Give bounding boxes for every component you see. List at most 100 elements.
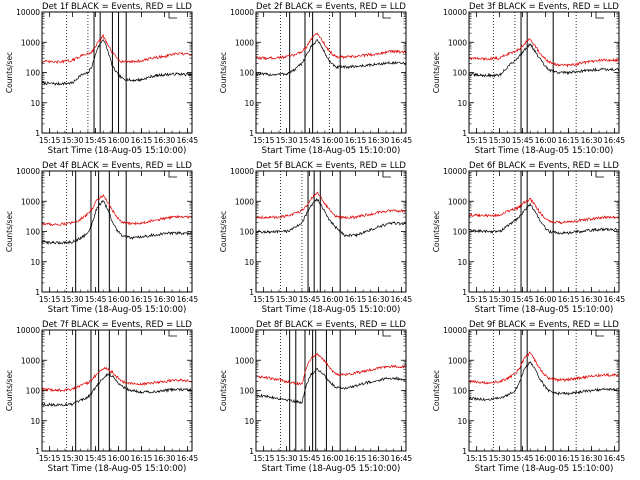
y-tick-label: 10 xyxy=(457,99,467,108)
x-axis-label: Start Time (18-Aug-05 15:10:00) xyxy=(48,464,187,474)
y-tick-label: 10000 xyxy=(443,167,467,176)
y-tick-label: 1000 xyxy=(21,356,40,365)
events-series-line xyxy=(41,200,193,245)
lld-series-line xyxy=(41,33,193,64)
events-series-line xyxy=(255,367,407,405)
x-axis-label: Start Time (18-Aug-05 15:10:00) xyxy=(48,146,187,156)
y-tick-label: 1 xyxy=(35,129,40,138)
y-tick-label: 10 xyxy=(457,417,467,426)
x-axis-label: Start Time (18-Aug-05 15:10:00) xyxy=(475,464,614,474)
x-tick-label: 15:30 xyxy=(489,295,511,304)
plot-frame xyxy=(41,170,193,293)
x-tick-label: 15:15 xyxy=(253,136,275,145)
y-tick-label: 100 xyxy=(240,69,255,78)
x-tick-label: 16:30 xyxy=(368,454,390,463)
x-tick-label: 16:15 xyxy=(558,136,580,145)
events-series-line xyxy=(468,203,620,235)
corner-mark xyxy=(382,330,391,337)
x-tick-label: 15:45 xyxy=(299,295,321,304)
events-series-line xyxy=(255,38,407,77)
x-tick-label: 15:30 xyxy=(62,454,84,463)
y-tick-label: 100 xyxy=(26,228,41,237)
y-tick-label: 10 xyxy=(244,258,254,267)
lld-series-line xyxy=(255,352,407,386)
x-tick-label: 15:15 xyxy=(39,454,61,463)
y-tick-label: 10000 xyxy=(16,167,40,176)
y-tick-label: 1000 xyxy=(235,197,254,206)
x-tick-label: 16:45 xyxy=(391,295,413,304)
plot-frame xyxy=(41,11,193,134)
x-tick-label: 16:45 xyxy=(604,295,626,304)
corner-mark xyxy=(168,12,177,19)
y-tick-label: 1000 xyxy=(448,38,467,47)
y-tick-label: 100 xyxy=(240,228,255,237)
x-tick-label: 16:00 xyxy=(535,295,557,304)
corner-mark xyxy=(382,171,391,178)
y-tick-label: 10000 xyxy=(16,8,40,17)
detector-panel-2: Det 2f BLACK = Events, RED = LLD 1 10 100 10… xyxy=(219,2,412,156)
detector-panel-4: Det 4f BLACK = Events, RED = LLD 1 10 100 10… xyxy=(5,161,198,315)
x-tick-label: 15:45 xyxy=(512,136,534,145)
x-tick-label: 16:45 xyxy=(177,295,199,304)
y-tick-label: 1000 xyxy=(448,197,467,206)
y-tick-label: 1 xyxy=(249,447,254,456)
y-axis-label: Counts/sec xyxy=(219,211,228,252)
lld-series-line xyxy=(41,366,193,393)
corner-mark xyxy=(168,330,177,337)
lld-series-line xyxy=(468,198,620,225)
lld-series-line xyxy=(468,351,620,385)
x-tick-label: 15:30 xyxy=(489,136,511,145)
x-tick-label: 15:30 xyxy=(62,136,84,145)
x-tick-label: 15:30 xyxy=(489,454,511,463)
y-tick-label: 1000 xyxy=(235,356,254,365)
panel-title: Det 8f BLACK = Events, RED = LLD xyxy=(256,320,406,330)
x-tick-label: 16:45 xyxy=(391,136,413,145)
panel-title: Det 3f BLACK = Events, RED = LLD xyxy=(469,2,619,12)
y-tick-label: 1 xyxy=(35,447,40,456)
y-tick-label: 10 xyxy=(30,258,40,267)
events-series-line xyxy=(255,197,407,238)
y-tick-label: 1 xyxy=(462,447,467,456)
panel-title: Det 4f BLACK = Events, RED = LLD xyxy=(42,161,192,171)
x-tick-label: 15:45 xyxy=(299,136,321,145)
detector-panel-8: Det 8f BLACK = Events, RED = LLD 1 10 100 10… xyxy=(219,320,412,474)
x-tick-label: 15:45 xyxy=(85,136,107,145)
y-tick-label: 10 xyxy=(30,417,40,426)
x-tick-label: 15:45 xyxy=(85,295,107,304)
detector-panel-5: Det 5f BLACK = Events, RED = LLD 1 10 100 10… xyxy=(219,161,412,315)
events-series-line xyxy=(468,42,619,78)
y-tick-label: 1000 xyxy=(21,38,40,47)
y-tick-label: 10 xyxy=(457,258,467,267)
panel-title: Det 6f BLACK = Events, RED = LLD xyxy=(469,161,619,171)
corner-mark xyxy=(595,330,604,337)
y-axis-label: Counts/sec xyxy=(219,370,228,411)
x-tick-label: 16:00 xyxy=(108,136,130,145)
x-tick-label: 15:45 xyxy=(512,295,534,304)
x-tick-label: 16:45 xyxy=(391,454,413,463)
plot-frame xyxy=(255,329,407,452)
x-axis-label: Start Time (18-Aug-05 15:10:00) xyxy=(262,146,401,156)
y-tick-label: 100 xyxy=(240,387,255,396)
plot-frame xyxy=(468,11,620,134)
x-tick-label: 16:30 xyxy=(154,295,176,304)
panel-title: Det 5f BLACK = Events, RED = LLD xyxy=(256,161,406,171)
x-axis-label: Start Time (18-Aug-05 15:10:00) xyxy=(475,146,614,156)
x-tick-label: 16:15 xyxy=(131,136,153,145)
x-tick-label: 16:15 xyxy=(345,136,367,145)
plot-frame xyxy=(41,329,193,452)
x-tick-label: 16:00 xyxy=(535,454,557,463)
y-axis-label: Counts/sec xyxy=(219,52,228,93)
x-tick-label: 15:15 xyxy=(466,136,488,145)
x-tick-label: 16:15 xyxy=(558,454,580,463)
x-tick-label: 16:00 xyxy=(322,295,344,304)
x-tick-label: 15:30 xyxy=(276,295,298,304)
events-series-line xyxy=(41,372,193,408)
x-tick-label: 16:30 xyxy=(154,454,176,463)
detector-panel-7: Det 7f BLACK = Events, RED = LLD 1 10 100 10… xyxy=(5,320,198,474)
x-tick-label: 15:15 xyxy=(466,295,488,304)
x-tick-label: 15:15 xyxy=(253,295,275,304)
detector-panel-6: Det 6f BLACK = Events, RED = LLD 1 10 100 10… xyxy=(432,161,625,315)
corner-mark xyxy=(382,12,391,19)
panel-title: Det 7f BLACK = Events, RED = LLD xyxy=(42,320,192,330)
plot-frame xyxy=(255,170,407,293)
